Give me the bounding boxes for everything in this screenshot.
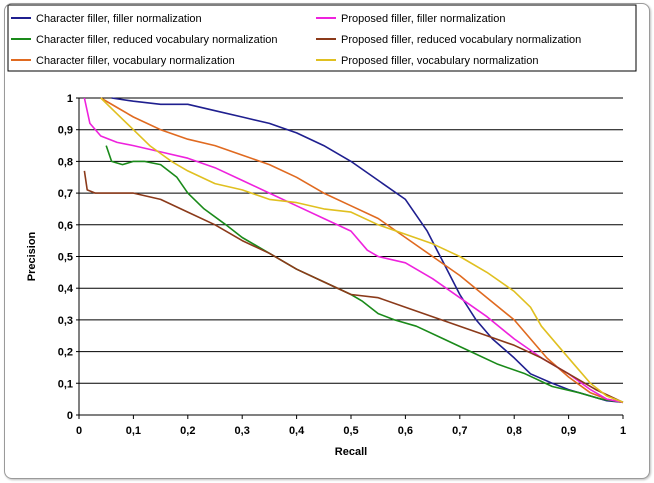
x-tick-label: 1 — [620, 425, 626, 437]
y-tick-label: 0,9 — [58, 125, 73, 137]
y-tick-label: 1 — [67, 93, 73, 105]
y-tick-label: 0,7 — [58, 188, 73, 200]
legend-label: Character filler, reduced vocabulary nor… — [36, 34, 278, 46]
x-tick-label: 0,4 — [289, 425, 305, 437]
series-line — [100, 97, 624, 404]
x-tick-label: 0,9 — [561, 425, 576, 437]
y-tick-label: 0,3 — [58, 315, 73, 327]
y-tick-label: 0,5 — [58, 252, 73, 264]
legend-label: Proposed filler, reduced vocabulary norm… — [341, 34, 581, 46]
y-tick-label: 0,1 — [58, 378, 73, 390]
plot-area: 0 0,1 0,2 0,3 0,4 0,5 0,6 0,7 0,8 0,9 1 0 0,1 0,2 0,3 0… — [26, 93, 626, 458]
series-line — [83, 170, 624, 404]
x-axis-title: Recall — [335, 446, 367, 458]
legend-label: Proposed filler, vocabulary normalizatio… — [341, 55, 539, 67]
x-tick-label: 0,2 — [180, 425, 195, 437]
legend-label: Proposed filler, filler normalization — [341, 13, 505, 25]
series-line — [83, 97, 624, 404]
x-tick-label: 0,3 — [235, 425, 250, 437]
y-tick-label: 0,6 — [58, 220, 73, 232]
x-tick-label: 0 — [76, 425, 82, 437]
x-tick-label: 0,6 — [398, 425, 413, 437]
series-line — [111, 97, 624, 404]
y-tick-label: 0,4 — [58, 283, 74, 295]
legend-label: Character filler, vocabulary normalizati… — [36, 55, 235, 67]
y-tick-label: 0,2 — [58, 347, 73, 359]
series-line — [105, 145, 624, 404]
legend-label: Character filler, filler normalization — [36, 13, 202, 25]
y-tick-label: 0 — [67, 410, 73, 422]
legend: Character filler, filler normalization Ch… — [7, 4, 637, 72]
x-tick-label: 0,8 — [507, 425, 522, 437]
y-axis-title: Precision — [26, 231, 38, 281]
y-tick-label: 0,8 — [58, 156, 73, 168]
x-tick-label: 0,1 — [126, 425, 141, 437]
precision-recall-chart: Character filler, filler normalization Ch… — [7, 4, 637, 458]
x-tick-label: 0,7 — [452, 425, 467, 437]
x-tick-label: 0,5 — [343, 425, 358, 437]
series-line — [100, 97, 624, 404]
chart-frame: Character filler, filler normalization Ch… — [4, 3, 650, 479]
